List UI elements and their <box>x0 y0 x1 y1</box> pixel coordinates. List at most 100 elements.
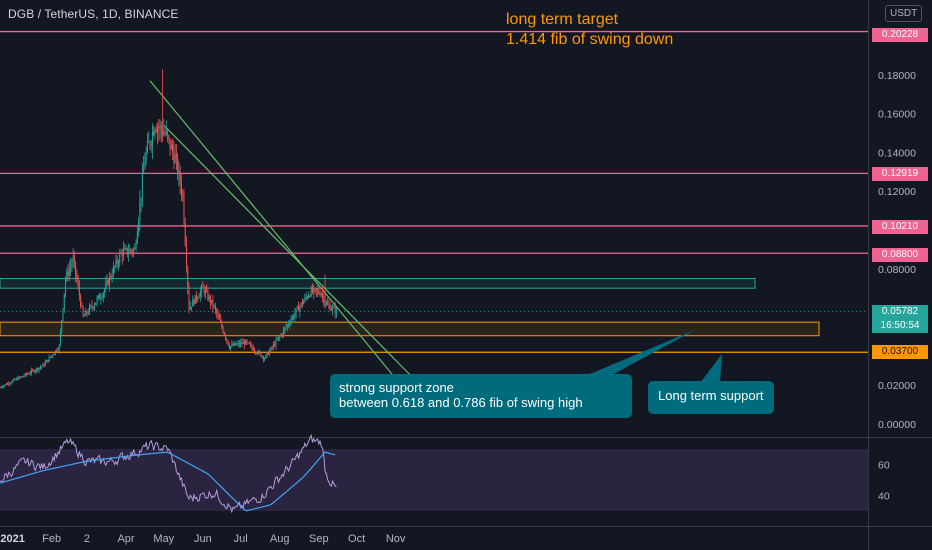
candle-body <box>139 201 141 221</box>
candle-body <box>121 252 123 257</box>
candle-body <box>168 135 170 139</box>
candle-body <box>216 309 218 314</box>
candle-body <box>13 379 15 381</box>
candle-body <box>183 193 185 223</box>
candle-body <box>202 286 204 288</box>
candle-body <box>325 303 327 306</box>
candle-body <box>319 293 321 296</box>
candle-body <box>231 344 233 347</box>
candle-body <box>177 157 179 175</box>
candle-body <box>179 170 181 185</box>
candle-body <box>58 345 60 351</box>
candle-body <box>87 312 89 314</box>
candle-body <box>67 271 69 276</box>
candle-body <box>120 252 122 254</box>
candle-body <box>53 353 55 355</box>
candle-body <box>228 344 230 349</box>
support-callout-pointer <box>585 329 697 376</box>
candle-body <box>264 358 266 360</box>
candle-body <box>52 354 54 356</box>
candle-body <box>5 384 7 386</box>
candle-body <box>46 360 48 363</box>
candle-body <box>211 300 213 303</box>
candle-body <box>335 309 337 314</box>
candle-body <box>220 319 221 323</box>
target-line-2: 1.414 fib of swing down <box>506 31 674 48</box>
long-term-support-callout[interactable]: Long term support <box>648 381 774 414</box>
candle-body <box>203 286 205 294</box>
candle-body <box>197 298 199 300</box>
rsi-line[interactable] <box>0 433 337 514</box>
candle-body <box>111 275 113 278</box>
time-tick-label: Jun <box>194 533 212 545</box>
candle-body <box>281 334 283 336</box>
candle-body <box>173 151 175 163</box>
candle-body <box>63 293 65 309</box>
candle-body <box>218 315 220 320</box>
time-tick-label: Jul <box>234 533 248 545</box>
candle-body <box>14 379 16 381</box>
candle-body <box>36 368 38 371</box>
time-tick-label: 2021 <box>0 533 24 545</box>
time-tick-label: May <box>153 533 174 545</box>
candle-body <box>187 267 189 288</box>
symbol-title[interactable]: DGB / TetherUS, 1D, BINANCE <box>8 7 179 21</box>
candle-body <box>191 306 193 308</box>
time-tick-label: Feb <box>42 533 61 545</box>
candle-body <box>136 232 138 244</box>
candle-body <box>48 357 50 362</box>
candle-body <box>134 247 136 250</box>
candle-body <box>269 350 271 355</box>
candle-body <box>214 305 216 310</box>
long-term-target-annotation[interactable]: long term target 1.414 fib of swing down <box>506 10 673 50</box>
candle-body <box>290 319 292 324</box>
candle-body <box>162 129 164 135</box>
candle-body <box>227 340 229 345</box>
support-zone[interactable] <box>0 321 820 337</box>
candle-body <box>164 132 166 134</box>
candle-body <box>201 286 203 292</box>
time-tick-label: Apr <box>117 533 134 545</box>
candle-body <box>43 364 45 366</box>
candle-body <box>91 305 93 307</box>
candle-body <box>155 129 157 132</box>
countdown-value: 16:50:54 <box>880 320 920 331</box>
currency-badge[interactable]: USDT <box>885 5 923 22</box>
candle-body <box>230 346 232 349</box>
candle-body <box>169 138 171 150</box>
candle-body <box>75 261 77 275</box>
candle-body <box>151 131 153 145</box>
candle-body <box>47 360 49 362</box>
rsi-ma-line[interactable] <box>0 451 336 512</box>
candle-body <box>4 384 6 386</box>
candle-body <box>167 131 169 136</box>
candle-body <box>285 326 287 328</box>
candle-body <box>70 265 72 269</box>
candle-body <box>18 376 20 380</box>
candle-body <box>189 306 191 310</box>
candle-body <box>41 366 43 368</box>
candle-body <box>271 347 273 349</box>
candle-body <box>130 249 132 251</box>
candle-body <box>332 307 334 310</box>
candle-body <box>96 298 98 303</box>
candle-body <box>20 376 22 378</box>
level-label-0-03700: 0.03700 <box>872 345 928 359</box>
candle-body <box>49 356 51 358</box>
trendline-1[interactable] <box>149 80 412 398</box>
candle-body <box>313 288 315 293</box>
support-zone-callout[interactable]: strong support zone between 0.618 and 0.… <box>330 374 632 418</box>
candle-body <box>293 316 295 318</box>
candle-body <box>198 296 200 299</box>
candle-body <box>175 155 177 158</box>
candle-body <box>71 263 73 266</box>
candle-body <box>328 304 330 306</box>
candle-body <box>94 304 95 308</box>
candle-body <box>10 382 12 384</box>
resistance-zone[interactable] <box>0 278 756 289</box>
candle-body <box>304 297 306 301</box>
trendline-2[interactable] <box>163 124 412 376</box>
candle-body <box>274 344 276 346</box>
candle-body <box>299 306 301 312</box>
